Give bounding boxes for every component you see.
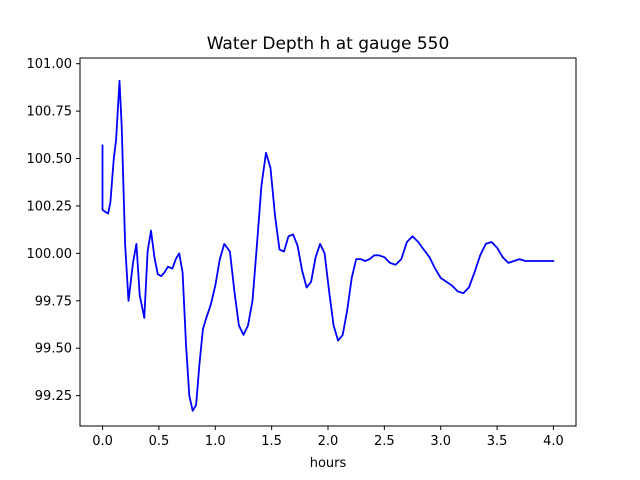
y-tick-label: 99.75 [35,294,72,309]
series-line [101,79,555,412]
x-tick-label: 1.0 [205,434,226,449]
y-tick-label: 100.50 [27,152,73,167]
y-axis: 99.25 99.50 99.75 100.00 100.25 100.50 100.75 1… [27,57,80,404]
y-tick-label: 101.00 [27,57,73,72]
x-tick-label: 0.5 [149,434,170,449]
y-tick-label: 99.25 [35,389,72,404]
x-tick-label: 4.0 [543,434,564,449]
x-tick-label: 2.5 [374,434,395,449]
x-tick-label: 0.0 [92,434,113,449]
y-tick-label: 100.75 [27,105,73,120]
x-axis: 0.0 0.5 1.0 1.5 2.0 2.5 3.0 3.5 4.0 [92,426,564,449]
x-tick-label: 1.5 [261,434,282,449]
y-tick-label: 99.50 [35,342,72,357]
chart-title: Water Depth h at gauge 550 [207,34,450,54]
x-axis-label: hours [310,456,347,471]
x-tick-label: 3.5 [487,434,508,449]
y-tick-label: 100.25 [27,199,73,214]
x-tick-label: 3.0 [430,434,451,449]
y-tick-label: 100.00 [27,247,73,262]
x-tick-label: 2.0 [318,434,339,449]
